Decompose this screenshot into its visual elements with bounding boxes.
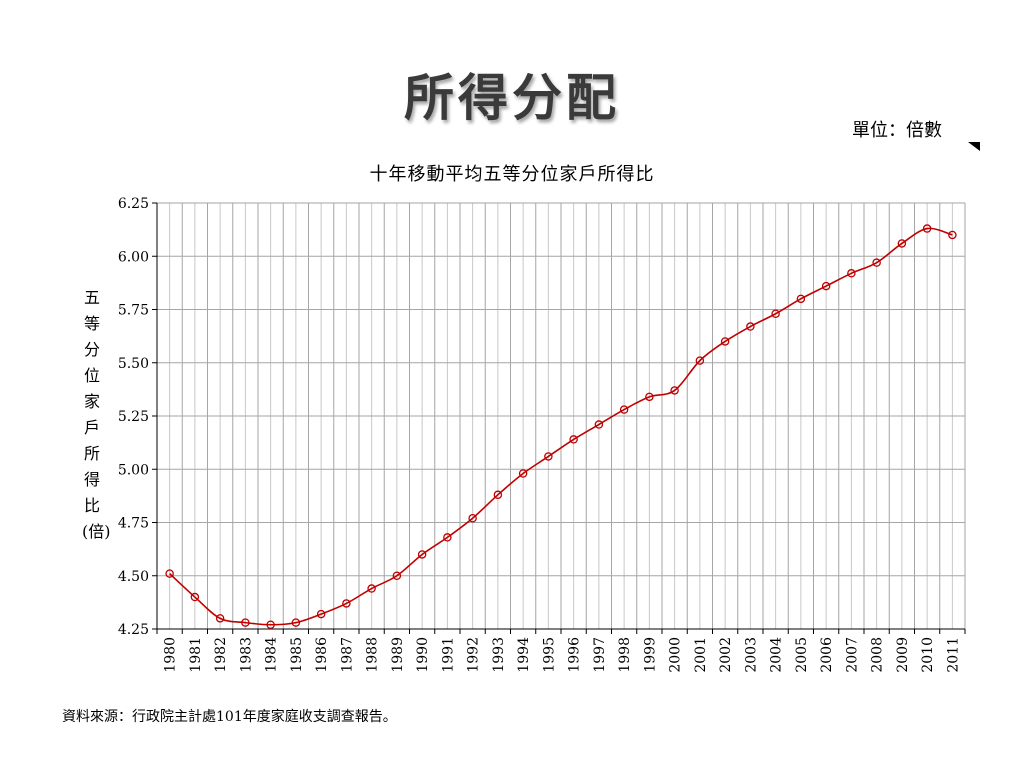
- data-point: [872, 258, 881, 267]
- x-tick-label: 2007: [844, 637, 860, 673]
- x-tick-labels: 1980 1981 1982 1983 1984 1985 1986 1987 1988 1989…: [163, 637, 962, 673]
- data-point: [518, 469, 528, 478]
- data-point: [771, 309, 780, 319]
- x-tick-label: 1992: [466, 637, 482, 673]
- x-tick-label: 1985: [289, 637, 305, 673]
- x-tick-label: 2011: [945, 637, 961, 673]
- data-point: [796, 294, 806, 304]
- y-tick-labels: 4.25 4.50 4.75 5.00 5.25 5.50 5.75 6.00 6.25: [118, 196, 149, 638]
- data-point: [594, 420, 604, 429]
- chart-grid: [156, 202, 966, 630]
- data-point: [922, 224, 932, 233]
- y-tick-label: 5.75: [118, 303, 149, 319]
- data-point: [821, 281, 831, 291]
- y-tick-label: 5.50: [118, 356, 149, 372]
- data-point: [746, 322, 755, 331]
- data-point: [165, 569, 174, 578]
- x-tick-label: 1987: [339, 637, 355, 673]
- x-tick-label: 1986: [314, 637, 330, 673]
- x-tick-label: 2000: [668, 637, 684, 673]
- series-line: [169, 227, 953, 626]
- x-tick-label: 1999: [642, 637, 658, 673]
- x-tick-label: 2008: [870, 637, 886, 673]
- x-tick-label: 1982: [213, 637, 229, 673]
- data-point: [291, 618, 301, 627]
- data-point: [544, 452, 553, 461]
- data-point: [241, 618, 250, 627]
- chart-axes: [152, 202, 966, 634]
- data-point: [670, 386, 679, 395]
- data-point: [695, 356, 705, 365]
- x-tick-label: 1994: [516, 637, 532, 673]
- y-tick-label: 4.50: [118, 569, 149, 585]
- series-points: [165, 224, 957, 629]
- y-tick-label: 5.25: [118, 409, 149, 425]
- data-point: [493, 490, 503, 500]
- x-tick-label: 1997: [592, 637, 608, 673]
- x-tick-label: 1995: [541, 637, 557, 673]
- x-tick-label: 1984: [264, 637, 280, 673]
- unit-label: 單位：倍數: [852, 120, 942, 141]
- chart-title: 十年移動平均五等分位家戶所得比: [369, 164, 655, 185]
- data-point: [720, 337, 730, 346]
- x-tick-label: 2006: [819, 637, 835, 673]
- x-tick-label: 1998: [617, 637, 633, 673]
- data-point: [948, 230, 957, 240]
- data-point: [342, 599, 351, 608]
- x-tick-label: 2004: [769, 637, 785, 673]
- data-point: [190, 592, 200, 602]
- x-tick-label: 1993: [491, 637, 507, 673]
- x-tick-label: 1989: [390, 637, 406, 673]
- corner-triangle-icon: [968, 142, 980, 151]
- data-point: [847, 269, 856, 278]
- y-tick-label: 6.25: [118, 196, 149, 212]
- y-tick-label: 5.00: [118, 462, 149, 478]
- y-tick-label: 4.75: [118, 516, 149, 532]
- x-tick-label: 1996: [567, 637, 583, 673]
- data-point: [897, 239, 907, 248]
- x-tick-label: 1988: [365, 637, 381, 673]
- data-point: [645, 392, 654, 402]
- x-tick-label: 1991: [440, 637, 456, 673]
- x-tick-label: 1981: [188, 637, 204, 673]
- data-point: [619, 405, 629, 414]
- x-tick-label: 2005: [794, 637, 810, 673]
- data-point: [569, 435, 578, 444]
- data-point: [215, 614, 225, 623]
- data-point: [367, 584, 376, 593]
- x-tick-label: 2010: [920, 637, 936, 673]
- x-tick-label: 1990: [415, 637, 431, 673]
- slide-title: 所得分配: [404, 68, 620, 127]
- y-tick-label: 4.25: [118, 622, 149, 638]
- data-point: [443, 533, 452, 542]
- source-note: 資料來源：行政院主計處101年度家庭收支調查報告。: [62, 709, 397, 725]
- x-tick-label: 1980: [163, 637, 179, 673]
- data-point: [392, 571, 402, 581]
- x-tick-label: 2001: [693, 637, 709, 673]
- x-tick-label: 1983: [238, 637, 254, 673]
- data-point: [316, 609, 326, 619]
- x-tick-label: 2003: [743, 637, 759, 673]
- data-point: [468, 513, 477, 523]
- x-tick-label: 2002: [718, 637, 734, 673]
- data-point: [417, 550, 427, 559]
- x-tick-label: 2009: [895, 637, 911, 673]
- y-tick-label: 6.00: [118, 249, 149, 265]
- data-point: [266, 620, 275, 629]
